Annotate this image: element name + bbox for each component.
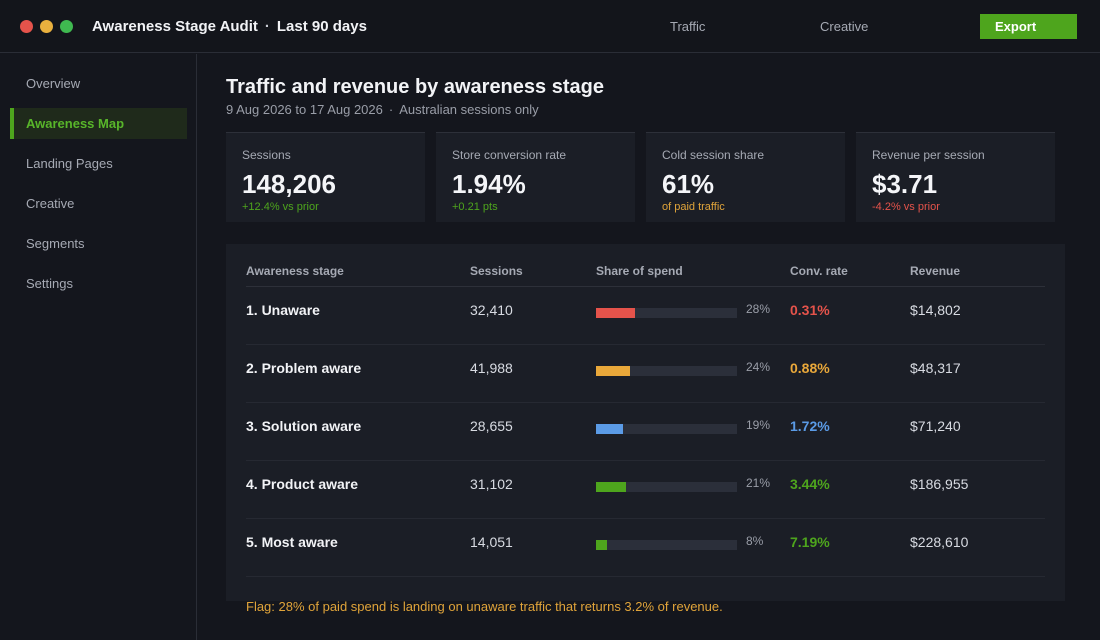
kpi-value: 1.94% bbox=[452, 169, 526, 199]
kpi-label: Sessions bbox=[242, 148, 291, 162]
header-conv-rate[interactable]: Conv. rate bbox=[790, 264, 848, 278]
spend-bar-fill bbox=[596, 482, 626, 492]
table-row[interactable]: 4. Product aware 31,102 21% 3.44% $186,9… bbox=[246, 461, 1045, 519]
app-title-text: Awareness Stage Audit bbox=[92, 18, 258, 35]
app-title: Awareness Stage Audit · Last 90 days bbox=[92, 18, 367, 35]
revenue-value: $186,955 bbox=[910, 476, 969, 492]
kpi-card-conversion: Store conversion rate 1.94% +0.21 pts bbox=[436, 132, 635, 222]
period-label: Last 90 days bbox=[276, 18, 367, 35]
subtitle-separator: · bbox=[388, 102, 394, 117]
kpi-label: Store conversion rate bbox=[452, 148, 567, 162]
stage-name: 4. Product aware bbox=[246, 476, 359, 492]
spend-share-label: 8% bbox=[746, 534, 764, 548]
header-sessions[interactable]: Sessions bbox=[470, 264, 523, 278]
spend-bar-fill bbox=[596, 366, 630, 376]
sessions-value: 14,051 bbox=[470, 534, 513, 550]
export-button[interactable]: Export bbox=[980, 14, 1077, 39]
table-row[interactable]: 1. Unaware 32,410 28% 0.31% $14,802 bbox=[246, 287, 1045, 345]
stage-name: 2. Problem aware bbox=[246, 360, 362, 376]
sidebar: Overview Awareness Map Landing Pages Cre… bbox=[0, 54, 197, 640]
header-divider bbox=[246, 286, 1045, 287]
spend-bar-fill bbox=[596, 308, 636, 318]
minimize-window-button[interactable] bbox=[40, 20, 53, 33]
conv-rate-value: 3.44% bbox=[790, 476, 830, 492]
kpi-value: $3.71 bbox=[872, 169, 938, 199]
spend-bar-fill bbox=[596, 424, 623, 434]
revenue-value: $48,317 bbox=[910, 360, 961, 376]
kpi-delta: -4.2% vs prior bbox=[872, 201, 940, 213]
scope-label: Australian sessions only bbox=[399, 102, 539, 117]
spend-bar bbox=[596, 424, 737, 434]
spend-bar-fill bbox=[596, 540, 608, 550]
sidebar-item-settings[interactable]: Settings bbox=[26, 276, 73, 291]
kpi-label: Cold session share bbox=[662, 148, 765, 162]
page-title: Traffic and revenue by awareness stage bbox=[226, 76, 604, 98]
kpi-delta: of paid traffic bbox=[662, 201, 725, 213]
flag-note: Flag: 28% of paid spend is landing on un… bbox=[246, 599, 723, 614]
header-stage[interactable]: Awareness stage bbox=[246, 264, 344, 278]
awareness-table: Awareness stage Sessions Share of spend … bbox=[226, 244, 1065, 601]
sidebar-item-creative[interactable]: Creative bbox=[26, 196, 75, 211]
kpi-delta: +12.4% vs prior bbox=[242, 201, 319, 213]
spend-share-label: 21% bbox=[746, 476, 771, 490]
revenue-value: $14,802 bbox=[910, 302, 961, 318]
sidebar-item-awareness-map[interactable]: Awareness Map bbox=[10, 108, 187, 139]
stage-name: 1. Unaware bbox=[246, 302, 320, 318]
spend-bar bbox=[596, 366, 737, 376]
spend-bar bbox=[596, 308, 737, 318]
spend-share-label: 24% bbox=[746, 360, 771, 374]
header-revenue[interactable]: Revenue bbox=[910, 264, 961, 278]
close-window-button[interactable] bbox=[20, 20, 33, 33]
conv-rate-value: 0.31% bbox=[790, 302, 830, 318]
sidebar-item-segments[interactable]: Segments bbox=[26, 236, 85, 251]
spend-share-label: 19% bbox=[746, 418, 771, 432]
conv-rate-value: 1.72% bbox=[790, 418, 830, 434]
sidebar-item-overview[interactable]: Overview bbox=[26, 76, 81, 91]
main-content: Traffic and revenue by awareness stage 9… bbox=[198, 54, 1100, 640]
nav-traffic-link[interactable]: Traffic bbox=[670, 19, 706, 34]
table-row[interactable]: 3. Solution aware 28,655 19% 1.72% $71,2… bbox=[246, 403, 1045, 461]
maximize-window-button[interactable] bbox=[60, 20, 73, 33]
stage-name: 5. Most aware bbox=[246, 534, 338, 550]
revenue-value: $71,240 bbox=[910, 418, 961, 434]
conv-rate-value: 0.88% bbox=[790, 360, 830, 376]
sidebar-item-landing-pages[interactable]: Landing Pages bbox=[26, 156, 113, 171]
kpi-value: 61% bbox=[662, 169, 715, 199]
kpi-value: 148,206 bbox=[242, 169, 336, 199]
conv-rate-value: 7.19% bbox=[790, 534, 830, 550]
page-subtitle: 9 Aug 2026 to 17 Aug 2026 · Australian ses… bbox=[226, 102, 539, 117]
kpi-card-cold-share: Cold session share 61% of paid traffic bbox=[646, 132, 845, 222]
title-separator: · bbox=[264, 18, 270, 35]
kpi-label: Revenue per session bbox=[872, 148, 985, 162]
table-row[interactable]: 2. Problem aware 41,988 24% 0.88% $48,31… bbox=[246, 345, 1045, 403]
spend-bar bbox=[596, 482, 737, 492]
sessions-value: 28,655 bbox=[470, 418, 513, 434]
kpi-card-sessions: Sessions 148,206 +12.4% vs prior bbox=[226, 132, 425, 222]
revenue-value: $228,610 bbox=[910, 534, 969, 550]
spend-share-label: 28% bbox=[746, 302, 771, 316]
kpi-delta: +0.21 pts bbox=[452, 201, 498, 213]
sessions-value: 32,410 bbox=[470, 302, 513, 318]
sessions-value: 31,102 bbox=[470, 476, 513, 492]
date-range: 9 Aug 2026 to 17 Aug 2026 bbox=[226, 102, 383, 117]
sessions-value: 41,988 bbox=[470, 360, 513, 376]
title-bar: Awareness Stage Audit · Last 90 days Traff… bbox=[0, 0, 1100, 53]
header-spend[interactable]: Share of spend bbox=[596, 264, 683, 278]
table-row[interactable]: 5. Most aware 14,051 8% 7.19% $228,610 bbox=[246, 519, 1045, 577]
nav-creative-link[interactable]: Creative bbox=[820, 19, 869, 34]
spend-bar bbox=[596, 540, 737, 550]
stage-name: 3. Solution aware bbox=[246, 418, 362, 434]
kpi-card-revenue-per-session: Revenue per session $3.71 -4.2% vs prior bbox=[856, 132, 1055, 222]
